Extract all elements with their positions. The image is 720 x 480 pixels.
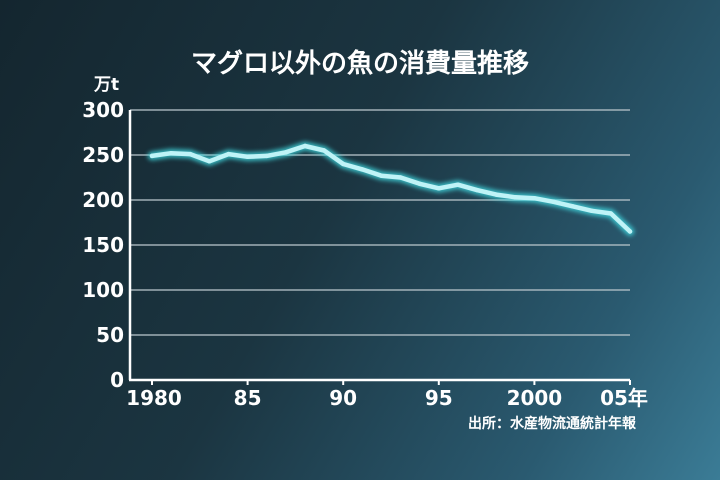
data-point [398,175,403,180]
data-point [436,186,441,191]
data-point [589,208,594,213]
x-tick-label: 85 [234,386,262,410]
data-point [168,151,174,156]
y-tick-label: 200 [82,188,124,212]
data-point [302,143,308,149]
x-tick-label: 95 [425,386,453,410]
x-tick-label: 90 [329,386,357,410]
data-point [264,153,269,159]
chart-title: マグロ以外の魚の消費量推移 [191,48,529,79]
data-point [513,195,518,200]
data-point [474,187,480,193]
data-point [188,151,193,157]
data-point [417,181,422,186]
data-point [551,199,556,204]
data-point [283,150,289,155]
y-tick-label: 0 [110,368,124,392]
data-point [341,161,346,167]
y-tick-label: 250 [82,143,124,167]
data-point [321,148,327,153]
gridlines [130,109,630,336]
x-tick-label: 05年 [600,386,648,410]
x-tick-label: 1980 [126,386,182,410]
series-line-glow [147,141,635,236]
data-point [360,167,365,172]
data-point [245,154,250,159]
y-tick-label: 150 [82,233,124,257]
data-point [226,151,231,157]
x-axis-tick-labels: 1980 85 90 95 2000 05年 [126,380,648,410]
series-layer [147,141,635,236]
y-axis-tick-labels: 0 50 100 150 200 250 300 [82,98,124,392]
y-tick-label: 100 [82,278,124,302]
y-axis-unit-label: 万t [93,75,119,95]
data-point [532,196,537,201]
data-point [493,192,499,197]
series-line [149,143,633,234]
data-point [379,173,384,178]
y-tick-label: 300 [82,98,124,122]
y-tick-label: 50 [96,323,124,347]
data-point [455,182,461,187]
data-point [608,211,614,216]
data-point [627,229,633,234]
data-point [149,153,155,159]
data-point [570,204,575,209]
data-point [207,159,212,164]
x-tick-label: 2000 [507,386,563,410]
source-note: 出所：水産物流通統計年報 [468,415,637,432]
